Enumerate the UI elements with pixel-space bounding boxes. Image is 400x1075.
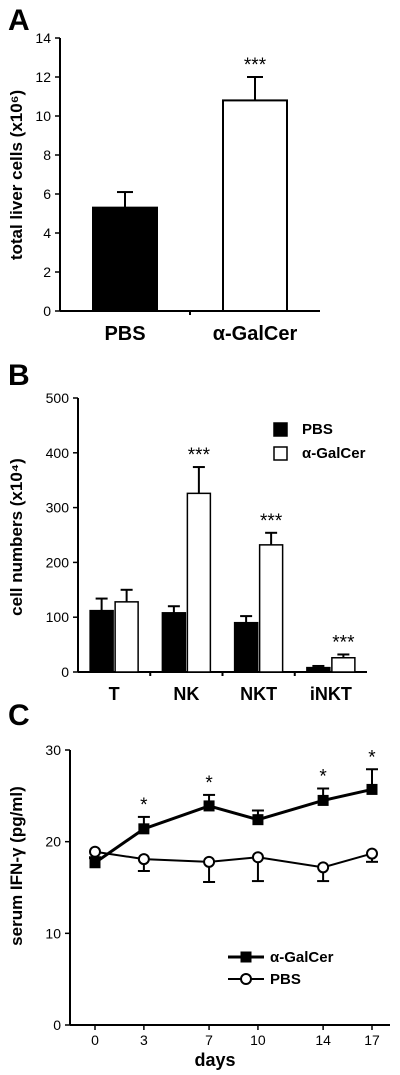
panel-c-point: [366, 847, 378, 860]
panel-a-significance: ***: [244, 55, 267, 76]
panel-c: C serum IFN-γ (pg/ml) days 0 10 20 30 0 3 7 10 1…: [7, 699, 390, 1070]
panel-b-bar: [114, 601, 139, 673]
panel-letter-a: A: [8, 4, 30, 37]
panel-b-bar: [89, 609, 114, 673]
panel-c-x-tick-label: 14: [315, 1032, 331, 1048]
panel-c-legend-label: α-GalCer: [270, 949, 334, 966]
panel-c-significance: *: [140, 795, 148, 816]
panel-c-point: [203, 855, 216, 868]
panel-b-bar: [233, 621, 259, 673]
panel-c-point: [138, 823, 150, 835]
panel-c-point: [137, 853, 150, 866]
panel-c-legend-label: PBS: [270, 971, 301, 988]
panel-c-point: [89, 857, 101, 869]
panel-a-y-axis-label: total liver cells (x10⁶): [7, 90, 26, 260]
panel-b-category-label: iNKT: [310, 684, 352, 704]
panel-a: A total liver cells (x10⁶) 0 2 4 6 8 10 12 14 PB…: [7, 4, 320, 345]
panel-b-legend-swatch: [273, 446, 288, 461]
panel-a-y-tick-label: 14: [35, 30, 51, 46]
panel-b-bar: [161, 612, 187, 673]
panel-b-category-label: T: [109, 684, 120, 704]
panel-c-y-tick-label: 20: [45, 834, 61, 850]
panel-b-y-tick-label: 100: [46, 609, 70, 625]
panel-a-y-tick-label: 0: [43, 303, 51, 319]
panel-b: B cell numbers (x10⁴) 0 100 200 300 400 500 T *…: [7, 359, 367, 704]
panel-b-legend-label: PBS: [302, 421, 333, 438]
panel-b-y-tick-label: 500: [46, 390, 70, 406]
panel-c-legend-marker: [240, 973, 252, 985]
panel-b-legend-swatch: [273, 422, 288, 437]
panel-c-x-tick-label: 3: [140, 1032, 148, 1048]
panel-b-y-tick-label: 400: [46, 445, 70, 461]
panel-c-y-axis-label: serum IFN-γ (pg/ml): [7, 786, 26, 946]
panel-c-y-tick-label: 0: [53, 1017, 61, 1033]
panel-c-x-tick-label: 17: [364, 1032, 380, 1048]
panel-c-point: [203, 800, 215, 812]
panel-c-point: [317, 861, 330, 874]
panel-c-point: [251, 851, 264, 864]
panel-c-point: [89, 845, 101, 858]
panel-b-legend-label: α-GalCer: [302, 445, 366, 462]
panel-a-bar: [222, 99, 288, 313]
panel-c-x-tick-label: 10: [250, 1032, 266, 1048]
panel-b-y-axis-label: cell numbers (x10⁴): [7, 458, 26, 616]
panel-b-category-label: NK: [173, 684, 199, 704]
panel-c-series-line: [94, 787, 373, 864]
panel-b-bar: [258, 544, 284, 673]
panel-c-x-tick-label: 7: [205, 1032, 213, 1048]
panel-a-y-tick-label: 6: [43, 186, 51, 202]
panel-c-point: [317, 794, 329, 806]
panel-c-point: [366, 783, 378, 795]
panel-c-x-axis-label: days: [194, 1050, 235, 1070]
panel-letter-c: C: [8, 699, 30, 732]
panel-b-significance: ***: [332, 632, 355, 653]
panel-b-y-tick-label: 200: [46, 554, 70, 570]
panel-a-y-tick-label: 2: [43, 264, 51, 280]
panel-c-y-tick-label: 10: [45, 925, 61, 941]
panel-a-bar: [92, 206, 158, 312]
panel-c-significance: *: [368, 747, 376, 768]
panel-c-series-line: [94, 850, 373, 869]
panel-a-category-label: α-GalCer: [213, 323, 298, 345]
panel-b-bar: [331, 657, 356, 673]
panel-a-category-label: PBS: [104, 323, 145, 345]
panel-c-legend-marker: [240, 951, 252, 963]
panel-b-category-label: NKT: [240, 684, 277, 704]
panel-b-y-tick-label: 0: [61, 664, 69, 680]
panel-a-y-tick-label: 4: [43, 225, 51, 241]
panel-c-x-tick-label: 0: [91, 1032, 99, 1048]
panel-a-y-tick-label: 8: [43, 147, 51, 163]
panel-b-bar: [306, 666, 331, 673]
panel-c-point: [252, 814, 264, 826]
panel-b-y-tick-label: 300: [46, 500, 70, 516]
panel-b-bar: [186, 492, 212, 673]
panel-b-significance: ***: [188, 445, 211, 466]
panel-b-significance: ***: [260, 511, 283, 532]
panel-c-y-tick-label: 30: [45, 742, 61, 758]
panel-letter-b: B: [8, 359, 30, 392]
panel-c-significance: *: [319, 767, 327, 788]
panel-c-significance: *: [205, 773, 213, 794]
panel-a-y-tick-label: 10: [35, 108, 51, 124]
panel-a-y-tick-label: 12: [35, 69, 51, 85]
